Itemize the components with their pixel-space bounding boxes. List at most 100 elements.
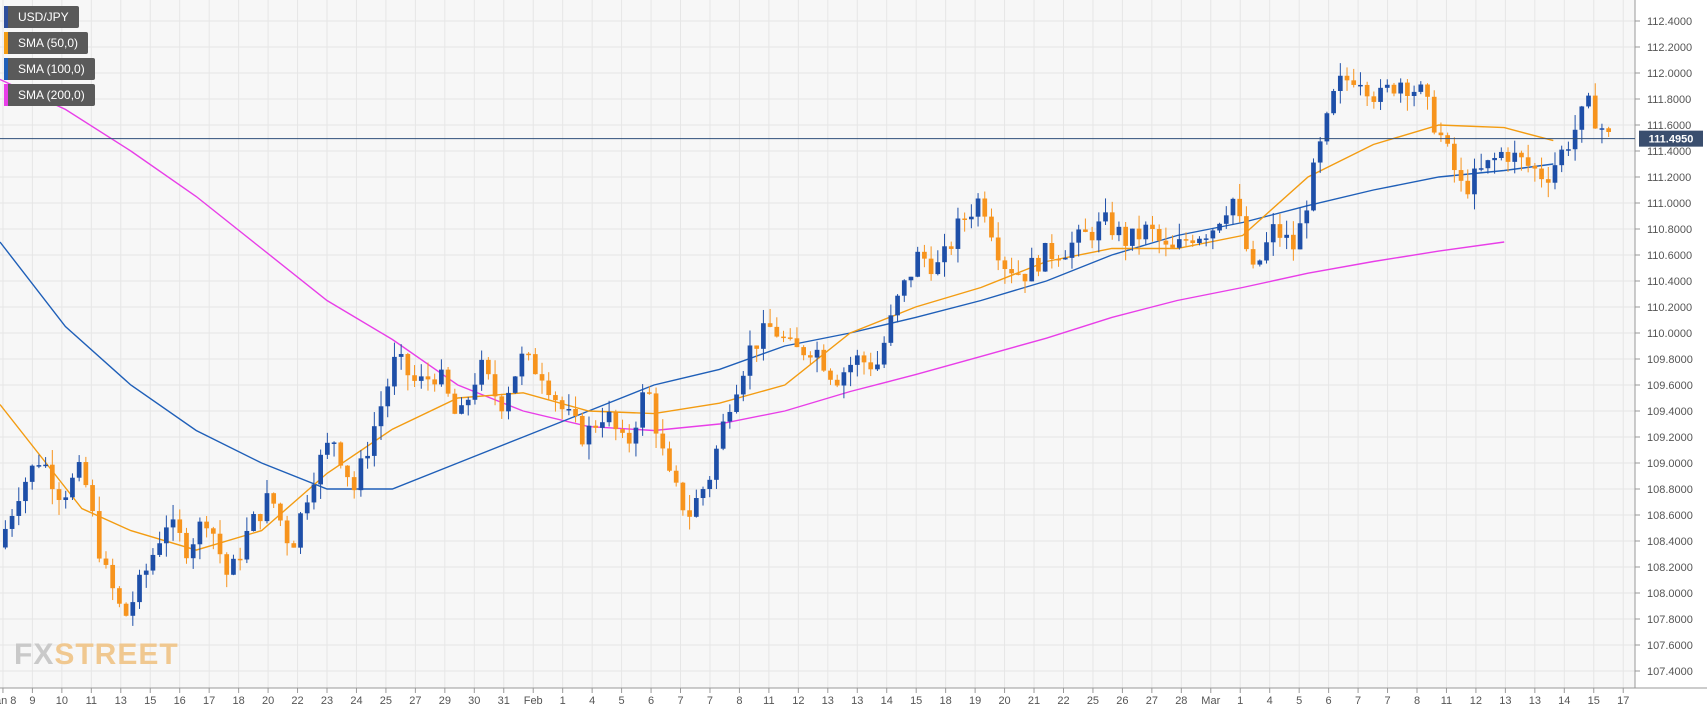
y-tick-label: 109.4000 <box>1647 406 1693 418</box>
candle-body <box>1223 215 1229 224</box>
x-tick-label: 31 <box>498 695 510 707</box>
candle-body <box>720 421 726 449</box>
candle-body <box>1069 242 1075 258</box>
candle-body <box>546 380 552 396</box>
logo-part-fx: FX <box>14 638 55 671</box>
x-tick-label: 15 <box>910 695 922 707</box>
candle-body <box>948 246 954 249</box>
candle-body <box>1532 165 1538 169</box>
candle-body <box>1592 95 1598 129</box>
candle-body <box>499 396 505 412</box>
x-tick-label: 8 <box>1414 695 1420 707</box>
candle-body <box>1277 224 1283 238</box>
candle-body <box>130 602 136 616</box>
x-tick-label: 11 <box>86 695 97 707</box>
candle-body <box>613 411 619 430</box>
candle-body <box>1042 243 1048 272</box>
x-tick-label: 15 <box>1588 695 1600 707</box>
candle-body <box>532 354 538 375</box>
candle-body <box>29 465 35 482</box>
candle-body <box>566 408 572 411</box>
candle-body <box>1244 216 1249 250</box>
candle-body <box>1123 226 1128 246</box>
candle-body <box>1317 141 1323 163</box>
candle-body <box>425 376 431 380</box>
x-tick-label: 13 <box>1499 695 1511 707</box>
candle-body <box>1492 157 1497 161</box>
candle-body <box>1358 84 1363 87</box>
x-tick-label: Feb <box>524 695 543 707</box>
x-tick-label: 5 <box>619 695 625 707</box>
candle-body <box>224 554 230 575</box>
x-tick-label: 7 <box>1384 695 1390 707</box>
candle-body <box>43 464 48 467</box>
candle-body <box>1572 129 1578 150</box>
candle-body <box>942 246 947 263</box>
candle-body <box>975 198 981 217</box>
candle-body <box>519 353 525 377</box>
candle-body <box>1606 128 1611 133</box>
candle-body <box>734 394 739 412</box>
candle-body <box>378 406 384 427</box>
candle-body <box>539 374 545 381</box>
candle-body <box>231 558 236 575</box>
candle-body <box>1176 239 1182 248</box>
candle-body <box>969 216 974 220</box>
candle-body <box>465 399 471 406</box>
x-tick-label: 13 <box>851 695 863 707</box>
x-tick-label: 30 <box>468 695 480 707</box>
candle-body <box>707 479 713 490</box>
candle-body <box>325 442 330 455</box>
candle-body <box>995 237 1001 261</box>
candle-body <box>1156 228 1162 241</box>
candle-body <box>714 448 719 480</box>
candle-body <box>740 375 746 395</box>
candle-body <box>1599 128 1605 130</box>
x-tick-label: 21 <box>1028 695 1040 707</box>
candle-body <box>901 280 907 296</box>
candle-body <box>96 511 102 559</box>
candle-body <box>492 374 498 397</box>
candle-body <box>848 364 853 373</box>
legend-swatch-sma200 <box>4 84 8 106</box>
y-tick-label: 111.8000 <box>1647 94 1691 106</box>
candle-body <box>1525 157 1531 166</box>
candle-body <box>982 198 988 217</box>
candle-body <box>1478 168 1484 170</box>
candle-body <box>358 458 364 491</box>
x-tick-label: 14 <box>1558 695 1570 707</box>
candle-body <box>1324 113 1330 142</box>
candle-body <box>1250 249 1256 265</box>
candle-body <box>808 355 813 358</box>
candle-body <box>1398 82 1404 94</box>
x-tick-label: 6 <box>648 695 654 707</box>
x-tick-label: 15 <box>144 695 156 707</box>
legend-swatch-usdjpy <box>4 6 8 28</box>
x-tick-label: 18 <box>232 695 244 707</box>
candle-body <box>278 503 283 521</box>
y-tick-label: 110.4000 <box>1647 276 1692 288</box>
candle-body <box>506 392 511 412</box>
candle-body <box>1411 91 1417 96</box>
candle-body <box>1217 223 1222 231</box>
candle-body <box>190 544 196 559</box>
candle-body <box>1391 84 1397 94</box>
candle-body <box>351 477 357 491</box>
x-tick-label: 7 <box>707 695 713 707</box>
y-tick-label: 107.8000 <box>1647 614 1693 626</box>
candle-body <box>1445 135 1450 144</box>
candle-body <box>861 355 867 363</box>
candle-body <box>90 485 95 512</box>
candle-body <box>1545 179 1551 183</box>
candle-body <box>1378 87 1383 102</box>
y-tick-label: 109.6000 <box>1647 380 1693 392</box>
candle-body <box>264 493 270 522</box>
legend-item-sma100: SMA (100,0) <box>4 58 95 80</box>
candle-body <box>1452 143 1457 171</box>
candle-body <box>1002 260 1008 270</box>
candle-body <box>371 426 377 456</box>
x-tick-label: 11 <box>763 695 774 707</box>
candle-body <box>217 533 223 555</box>
x-tick-label: 13 <box>822 695 834 707</box>
